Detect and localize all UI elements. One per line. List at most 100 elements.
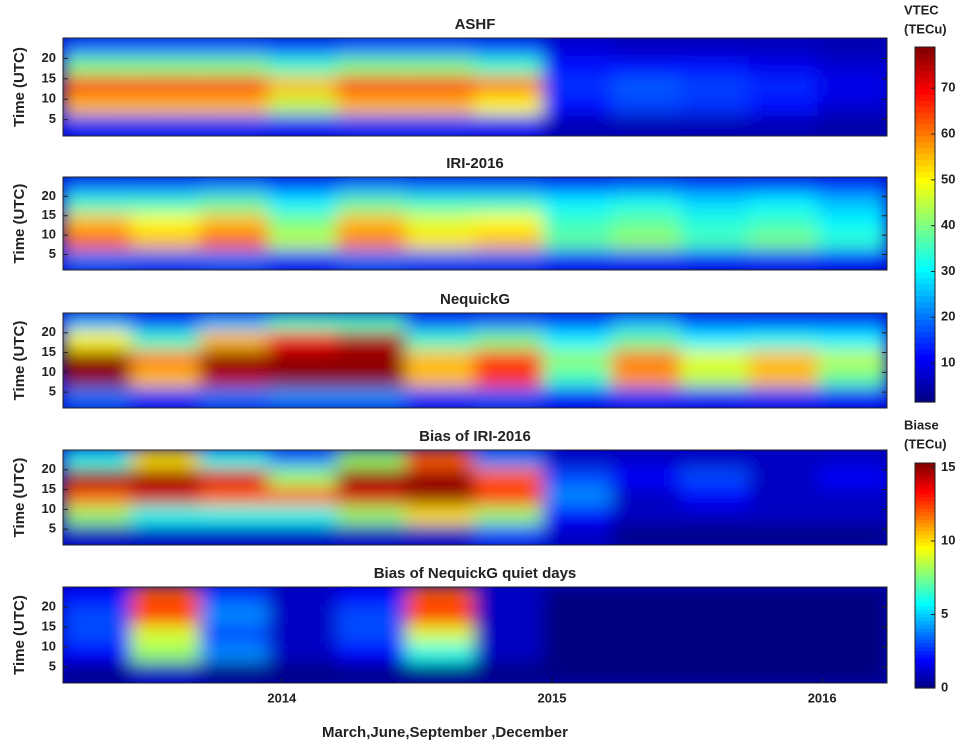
heatmap-cell [680,76,751,98]
heatmap-cell [543,487,614,508]
heatmap-cell [268,96,339,118]
heatmap-cell [474,195,545,216]
colorbar-segment [915,307,935,314]
heatmap-cell [474,644,545,665]
heatmap-cell [680,57,751,79]
heatmap-cell [405,644,476,665]
colorbar-segment [915,207,935,214]
colorbar-segment [915,343,935,350]
heatmap-cell [474,232,545,253]
heatmap-cell [337,57,408,79]
heatmap-cells [62,176,888,271]
x-tick-label: 2015 [538,690,567,705]
colorbar-segment [915,654,935,658]
y-tick-label: 10 [42,638,56,653]
heatmap-cells [62,312,888,409]
colorbar-segment [915,639,935,643]
heatmap-cell [131,37,202,59]
heatmap-cell [199,350,270,371]
y-tick-label: 20 [42,188,56,203]
heatmap-cell [817,350,888,371]
heatmap-cell [543,331,614,352]
colorbar-segment [915,301,935,308]
heatmap-cell [337,250,408,271]
heatmap-cell [337,350,408,371]
heatmap-cell [131,506,202,527]
heatmap-cell [474,250,545,271]
heatmap-cell [817,525,888,546]
colorbar-segment [915,504,935,508]
heatmap-cell [611,76,682,98]
colorbar-segment [915,219,935,226]
heatmap-cell [199,176,270,197]
colorbar-tick-label: 10 [941,532,955,547]
heatmap-cell [543,37,614,59]
colorbar-segment [915,296,935,303]
colorbar-segment [915,486,935,490]
colorbar-tick-label: 10 [941,355,955,370]
heatmap-cell [543,449,614,470]
colorbar-tick-label: 15 [941,459,955,474]
heatmap-cell [268,449,339,470]
heatmap-cell [611,369,682,390]
heatmap-cell [337,232,408,253]
heatmap-cell [749,37,820,59]
heatmap-cell [817,57,888,79]
heatmap-cell [337,586,408,607]
heatmap-cell [474,468,545,489]
heatmap-cell [611,232,682,253]
heatmap-cell [199,195,270,216]
heatmap-cell [680,115,751,137]
panel-title: Bias of IRI-2016 [419,428,531,445]
heatmap-cell [474,350,545,371]
heatmap-cell [817,250,888,271]
heatmap-cell [337,663,408,684]
heatmap-cell [62,312,133,333]
colorbar-segment [915,471,935,475]
colorbar-segment [915,508,935,512]
colorbar-segment [915,531,935,535]
colorbar-segment [915,260,935,267]
heatmap-cell [474,487,545,508]
heatmap-cell [474,525,545,546]
heatmap-cell [611,115,682,137]
heatmap-cell [131,449,202,470]
colorbar-segment [915,643,935,647]
heatmap-cell [62,76,133,98]
colorbar-segment [915,482,935,486]
heatmap-cell [268,525,339,546]
heatmap-cell [611,176,682,197]
heatmap-cell [680,388,751,409]
heatmap-cell [131,525,202,546]
colorbar-segment [915,384,935,391]
colorbar-segment [915,512,935,516]
heatmap-cell [817,369,888,390]
heatmap [62,586,888,684]
colorbar-segment [915,572,935,576]
heatmap-cell [199,57,270,79]
y-tick-label: 15 [42,481,56,496]
heatmap-cell [680,37,751,59]
heatmap-cell [543,213,614,234]
heatmap-cell [62,388,133,409]
heatmap-cell [680,605,751,626]
heatmap-cell [62,506,133,527]
heatmap-cell [749,369,820,390]
colorbar-segment [915,561,935,565]
colorbar-segment [915,658,935,662]
colorbar-segment [915,112,935,119]
heatmap-cell [337,213,408,234]
heatmap-cell [62,250,133,271]
heatmap-cell [268,331,339,352]
heatmap-cell [817,331,888,352]
heatmap-cell [405,115,476,137]
heatmap-cell [62,487,133,508]
heatmap-cell [680,176,751,197]
heatmap-cell [474,37,545,59]
heatmap-cell [62,525,133,546]
heatmap-cell [199,663,270,684]
heatmap-cell [543,644,614,665]
colorbar-segment [915,106,935,113]
heatmap-cell [405,195,476,216]
heatmap-cell [62,644,133,665]
